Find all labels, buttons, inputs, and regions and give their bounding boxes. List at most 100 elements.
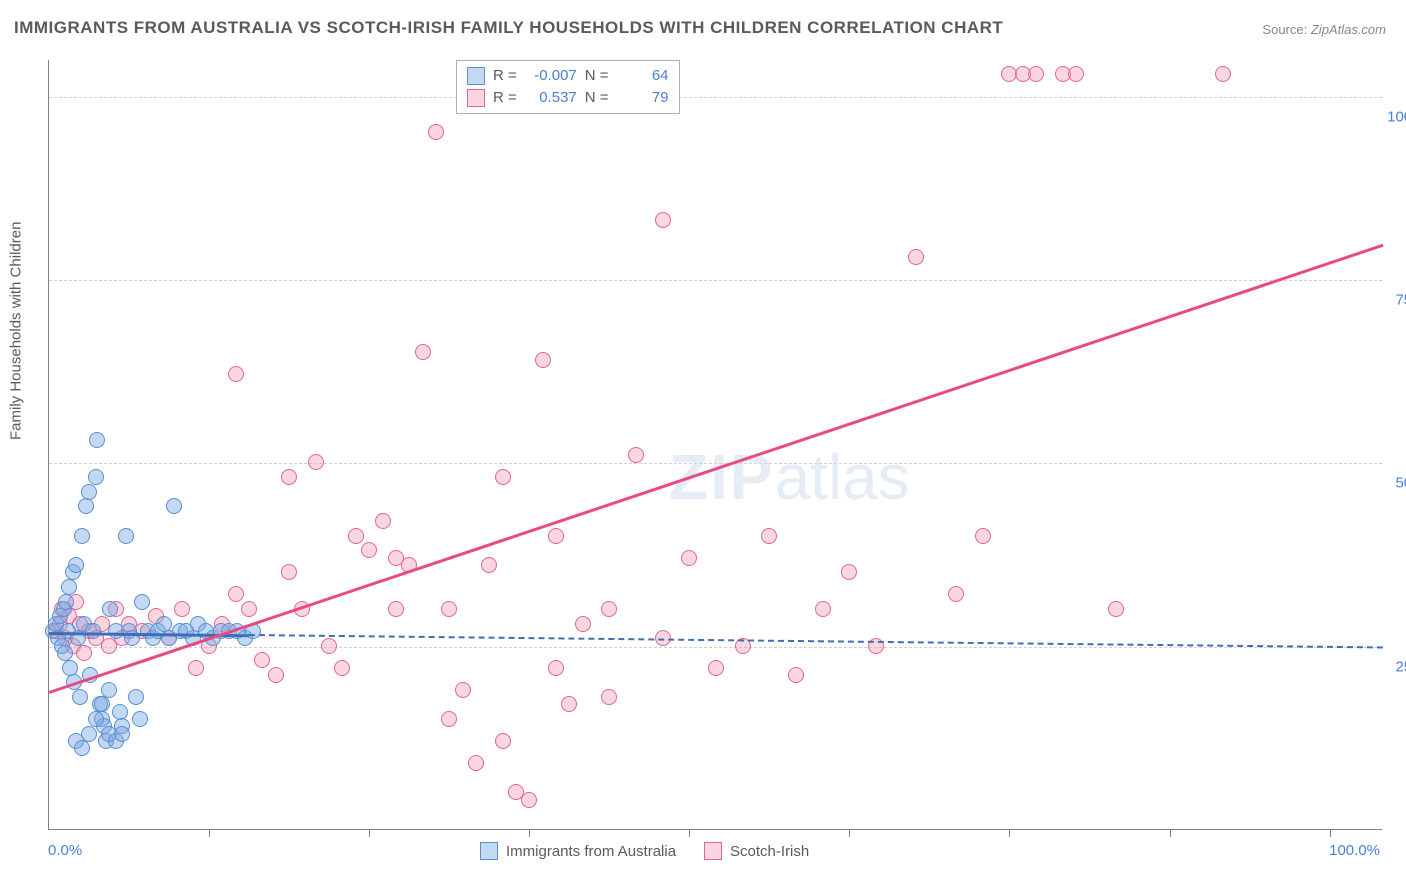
scatter-point-a — [102, 601, 118, 617]
legend-swatch-a — [480, 842, 498, 860]
bottom-legend: Immigrants from Australia Scotch-Irish — [480, 842, 809, 860]
scatter-point-a — [57, 645, 73, 661]
scatter-point-b — [441, 601, 457, 617]
watermark-atlas: atlas — [775, 441, 910, 513]
scatter-point-b — [281, 469, 297, 485]
chart-title: IMMIGRANTS FROM AUSTRALIA VS SCOTCH-IRIS… — [14, 18, 1003, 38]
source-attribution: Source: ZipAtlas.com — [1262, 22, 1386, 37]
scatter-point-b — [441, 711, 457, 727]
scatter-point-b — [361, 542, 377, 558]
stats-n-value-a: 64 — [617, 65, 669, 87]
scatter-point-b — [535, 352, 551, 368]
stats-r-value-a: -0.007 — [525, 65, 577, 87]
y-axis-title: Family Households with Children — [8, 222, 25, 440]
scatter-point-b — [415, 344, 431, 360]
legend-item-a: Immigrants from Australia — [480, 842, 676, 860]
x-axis-min-label: 0.0% — [48, 842, 82, 859]
scatter-point-b — [708, 660, 724, 676]
gridline-h — [49, 647, 1382, 648]
scatter-point-b — [561, 696, 577, 712]
scatter-point-a — [58, 594, 74, 610]
scatter-point-b — [188, 660, 204, 676]
scatter-point-b — [254, 652, 270, 668]
scatter-point-b — [495, 469, 511, 485]
scatter-point-a — [128, 689, 144, 705]
scatter-point-b — [655, 212, 671, 228]
scatter-point-b — [174, 601, 190, 617]
scatter-point-b — [428, 124, 444, 140]
scatter-point-b — [281, 564, 297, 580]
scatter-point-b — [375, 513, 391, 529]
scatter-point-b — [348, 528, 364, 544]
scatter-point-b — [388, 601, 404, 617]
source-label: Source: — [1262, 22, 1307, 37]
scatter-point-a — [112, 704, 128, 720]
scatter-point-b — [455, 682, 471, 698]
stats-row-a: R = -0.007 N = 64 — [467, 65, 669, 87]
y-tick-label: 25.0% — [1395, 658, 1406, 675]
stats-r-value-b: 0.537 — [525, 87, 577, 109]
x-tick — [1330, 829, 1331, 837]
trendline-b — [49, 243, 1384, 693]
x-tick — [689, 829, 690, 837]
stats-n-label-a: N = — [585, 65, 609, 87]
scatter-point-a — [134, 594, 150, 610]
scatter-point-a — [88, 711, 104, 727]
scatter-point-a — [81, 484, 97, 500]
x-tick — [1170, 829, 1171, 837]
y-tick-label: 50.0% — [1395, 475, 1406, 492]
scatter-point-b — [334, 660, 350, 676]
scatter-point-b — [601, 601, 617, 617]
scatter-point-b — [268, 667, 284, 683]
scatter-point-a — [85, 623, 101, 639]
scatter-point-a — [74, 528, 90, 544]
watermark: ZIPatlas — [669, 440, 910, 514]
scatter-point-b — [321, 638, 337, 654]
legend-item-b: Scotch-Irish — [704, 842, 809, 860]
scatter-point-a — [88, 469, 104, 485]
scatter-point-a — [132, 711, 148, 727]
scatter-point-a — [62, 660, 78, 676]
scatter-point-b — [521, 792, 537, 808]
x-axis-max-label: 100.0% — [1329, 842, 1380, 859]
stats-swatch-a — [467, 67, 485, 85]
stats-swatch-b — [467, 89, 485, 107]
source-value: ZipAtlas.com — [1311, 22, 1386, 37]
scatter-point-b — [241, 601, 257, 617]
stats-r-label-b: R = — [493, 87, 517, 109]
stats-n-value-b: 79 — [617, 87, 669, 109]
scatter-point-a — [166, 498, 182, 514]
scatter-point-a — [89, 432, 105, 448]
scatter-point-a — [156, 616, 172, 632]
stats-row-b: R = 0.537 N = 79 — [467, 87, 669, 109]
x-tick — [849, 829, 850, 837]
scatter-point-b — [1215, 66, 1231, 82]
scatter-point-b — [308, 454, 324, 470]
scatter-point-b — [601, 689, 617, 705]
scatter-point-a — [101, 682, 117, 698]
scatter-point-a — [72, 689, 88, 705]
stats-n-label-b: N = — [585, 87, 609, 109]
x-tick — [369, 829, 370, 837]
scatter-point-b — [76, 645, 92, 661]
scatter-point-b — [975, 528, 991, 544]
stats-box: R = -0.007 N = 64 R = 0.537 N = 79 — [456, 60, 680, 114]
scatter-point-b — [575, 616, 591, 632]
gridline-h — [49, 280, 1382, 281]
scatter-point-a — [114, 726, 130, 742]
scatter-point-a — [81, 726, 97, 742]
scatter-point-b — [841, 564, 857, 580]
scatter-point-a — [118, 528, 134, 544]
scatter-point-b — [228, 366, 244, 382]
scatter-point-b — [548, 528, 564, 544]
x-tick — [1009, 829, 1010, 837]
scatter-point-b — [908, 249, 924, 265]
scatter-point-a — [74, 740, 90, 756]
legend-label-b: Scotch-Irish — [730, 843, 809, 860]
scatter-point-a — [61, 579, 77, 595]
x-tick — [209, 829, 210, 837]
legend-swatch-b — [704, 842, 722, 860]
legend-label-a: Immigrants from Australia — [506, 843, 676, 860]
scatter-point-a — [94, 696, 110, 712]
scatter-point-a — [68, 557, 84, 573]
